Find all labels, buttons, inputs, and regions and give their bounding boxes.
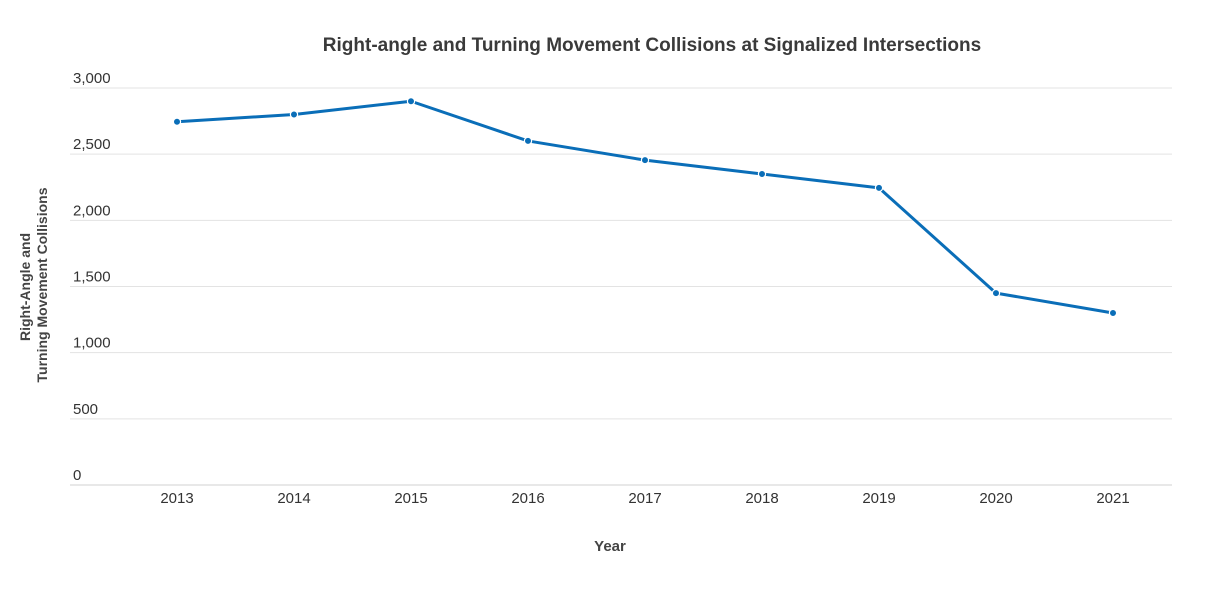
x-tick-label: 2017 xyxy=(628,490,661,507)
chart-title: Right-angle and Turning Movement Collisi… xyxy=(323,35,981,56)
y-tick-label: 0 xyxy=(73,467,81,484)
data-point[interactable] xyxy=(406,97,416,106)
x-tick-label: 2021 xyxy=(1096,490,1129,507)
data-point[interactable] xyxy=(640,155,650,165)
y-axis-label: Right-Angle and Turning Movement Collisi… xyxy=(17,187,50,382)
y-tick-label: 3,000 xyxy=(73,70,111,87)
y-axis-ticks: 0 500 1,000 1,500 2,000 2,500 3,000 xyxy=(73,70,111,484)
y-axis-label-line-1: Right-Angle and xyxy=(17,233,33,341)
x-tick-label: 2016 xyxy=(511,490,544,507)
data-point[interactable] xyxy=(523,136,533,146)
x-axis-ticks: 2013 2014 2015 2016 2017 2018 2019 2020 2021 xyxy=(160,490,1129,507)
x-tick-label: 2015 xyxy=(394,490,427,507)
data-point[interactable] xyxy=(874,183,884,193)
y-tick-label: 2,500 xyxy=(73,136,111,153)
x-tick-label: 2013 xyxy=(160,490,193,507)
y-axis-label-line-2: Turning Movement Collisions xyxy=(34,187,50,382)
y-tick-label: 500 xyxy=(73,401,98,418)
x-axis-label: Year xyxy=(594,538,626,555)
y-tick-label: 2,000 xyxy=(73,202,111,219)
data-point[interactable] xyxy=(289,110,299,119)
data-point[interactable] xyxy=(1108,308,1118,318)
data-point[interactable] xyxy=(172,117,182,126)
x-tick-label: 2018 xyxy=(745,490,778,507)
x-tick-label: 2020 xyxy=(979,490,1012,507)
gridlines xyxy=(70,87,1172,486)
y-tick-label: 1,500 xyxy=(73,269,111,286)
series-group xyxy=(172,97,1118,318)
data-point[interactable] xyxy=(991,288,1001,298)
data-point[interactable] xyxy=(757,169,767,179)
series-line xyxy=(176,99,1114,315)
x-tick-label: 2014 xyxy=(277,490,310,507)
y-tick-label: 1,000 xyxy=(73,335,111,352)
x-tick-label: 2019 xyxy=(862,490,895,507)
